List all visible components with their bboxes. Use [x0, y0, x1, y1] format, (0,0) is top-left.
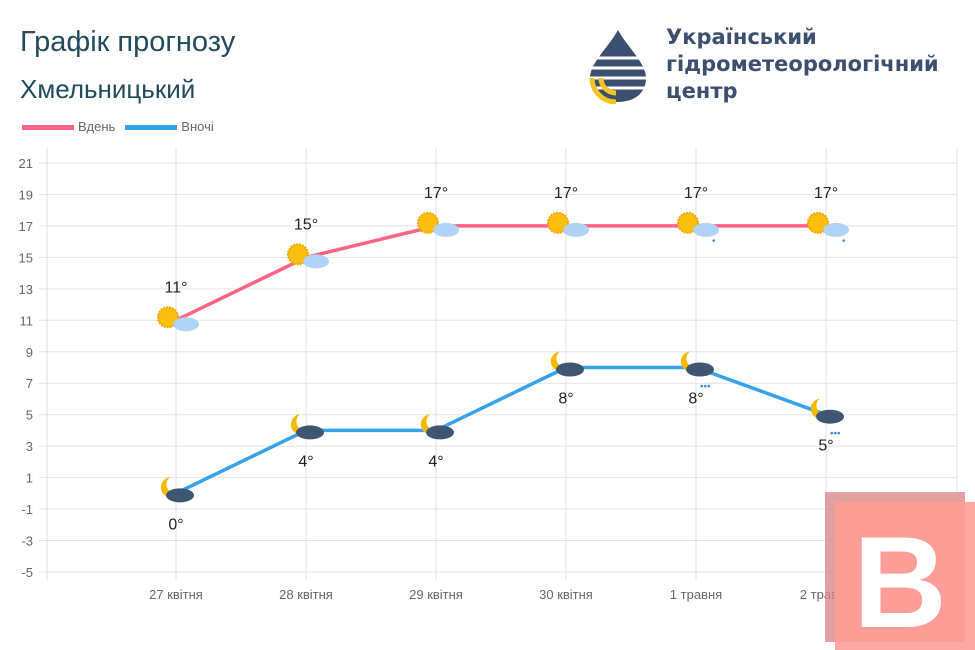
moon-cloud-icon — [290, 414, 324, 440]
data-label: 4° — [428, 453, 443, 470]
data-label: 17° — [424, 185, 448, 202]
data-label: 0° — [168, 516, 183, 533]
sun-cloud-rain-icon: • — [677, 211, 719, 247]
org-line: гідрометеорологічний — [666, 52, 939, 76]
data-label: 8° — [558, 391, 573, 408]
svg-text:•••: ••• — [830, 429, 841, 440]
data-label: 15° — [294, 216, 318, 233]
y-tick-label: 17 — [19, 219, 33, 234]
y-tick-label: 7 — [26, 376, 33, 391]
data-label: 11° — [164, 279, 187, 296]
moon-cloud-icon — [550, 351, 584, 377]
data-label: 4° — [298, 453, 313, 470]
y-tick-label: -1 — [21, 502, 33, 517]
x-tick-label: 29 квітня — [409, 587, 463, 602]
sun-cloud-icon — [287, 243, 329, 269]
y-tick-label: 15 — [19, 250, 33, 265]
sun-cloud-icon — [417, 211, 459, 237]
data-label: 17° — [554, 185, 578, 202]
sun-cloud-icon — [547, 211, 589, 237]
y-tick-label: 13 — [19, 282, 33, 297]
moon-cloud-rain-icon: ••• — [680, 351, 714, 393]
svg-text:B: B — [853, 509, 947, 650]
data-label: 8° — [688, 391, 703, 408]
org-name: Український гідрометеорологічний центр — [666, 24, 939, 105]
org-line: центр — [666, 79, 738, 103]
ugcc-logo-icon — [589, 30, 646, 104]
page-title: Графік прогнозу — [20, 26, 236, 58]
y-tick-label: 19 — [19, 187, 33, 202]
y-tick-label: 3 — [26, 439, 33, 454]
legend-day[interactable]: Вдень — [22, 119, 115, 134]
legend-label: Вночі — [181, 119, 214, 134]
legend-label: Вдень — [78, 119, 116, 134]
y-tick-label: -3 — [21, 534, 33, 549]
data-label: 5° — [818, 438, 833, 455]
x-tick-label: 1 травня — [670, 587, 722, 602]
data-label: 17° — [814, 185, 838, 202]
x-tick-label: 30 квітня — [539, 587, 593, 602]
moon-cloud-rain-icon: ••• — [810, 398, 844, 440]
sun-cloud-icon — [157, 306, 199, 332]
legend-night[interactable]: Вночі — [125, 119, 214, 134]
moon-cloud-icon — [160, 477, 194, 503]
y-tick-label: 5 — [26, 408, 33, 423]
sun-cloud-rain-icon: • — [807, 211, 849, 247]
svg-text:•: • — [712, 236, 716, 247]
x-tick-label: 27 квітня — [149, 587, 203, 602]
data-label: 17° — [684, 185, 708, 202]
svg-text:•••: ••• — [700, 382, 711, 393]
y-tick-label: 11 — [20, 313, 34, 328]
y-tick-label: -5 — [21, 565, 33, 580]
org-line: Український — [666, 25, 817, 49]
legend: Вдень Вночі — [22, 119, 214, 134]
y-tick-label: 9 — [26, 345, 33, 360]
y-tick-label: 21 — [19, 156, 33, 171]
y-tick-label: 1 — [26, 471, 33, 486]
moon-cloud-icon — [420, 414, 454, 440]
x-tick-label: 28 квітня — [279, 587, 333, 602]
series-line-night — [175, 365, 827, 495]
watermark-logo-icon: B — [825, 492, 975, 650]
svg-text:•: • — [842, 236, 846, 247]
city-name: Хмельницький — [20, 74, 196, 104]
series-line-day — [175, 224, 826, 322]
